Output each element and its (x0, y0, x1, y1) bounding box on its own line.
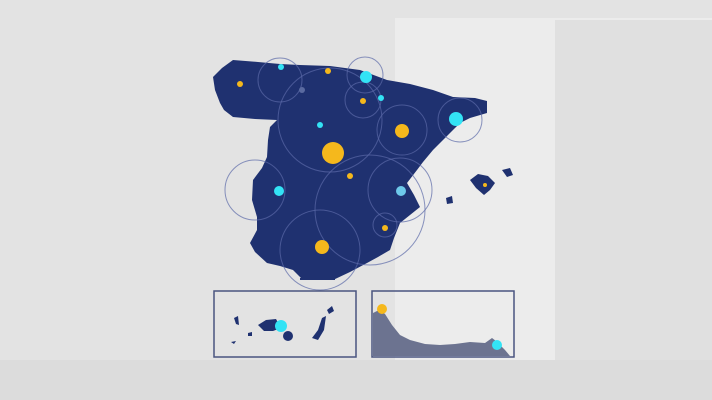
coast-stripe (305, 268, 325, 270)
city-marker (325, 68, 331, 74)
island-shape (283, 331, 293, 341)
island-shape (234, 316, 239, 325)
city-marker (237, 81, 243, 87)
city-marker (483, 183, 487, 187)
ceuta-melilla-inset (371, 290, 515, 358)
city-marker (449, 112, 463, 126)
island-shape (258, 319, 281, 331)
city-marker (317, 122, 323, 128)
range-ring (437, 97, 483, 143)
canary-islands-inset (213, 290, 357, 358)
range-ring (224, 159, 286, 221)
city-marker (378, 95, 384, 101)
city-marker (315, 240, 329, 254)
ibiza-shape (446, 196, 453, 204)
range-ring (367, 157, 433, 223)
island-shape (312, 316, 326, 340)
city-marker (278, 64, 284, 70)
city-marker (360, 71, 372, 83)
city-marker (360, 98, 366, 104)
city-marker (347, 173, 353, 179)
city-marker (377, 304, 387, 314)
range-ring (376, 104, 428, 156)
background-panel (555, 20, 712, 380)
city-marker (395, 124, 409, 138)
city-marker (299, 87, 305, 93)
mainland-shape (213, 60, 487, 280)
city-marker (275, 320, 287, 332)
city-marker (492, 340, 502, 350)
menorca-shape (502, 168, 513, 177)
city-marker (274, 186, 284, 196)
coastline-shape (373, 310, 510, 356)
island-shape (248, 332, 252, 336)
coast-stripe (303, 273, 330, 275)
city-marker (322, 142, 344, 164)
island-shape (327, 306, 334, 314)
range-ring (257, 57, 303, 103)
mallorca-shape (470, 174, 495, 195)
range-ring (279, 209, 361, 291)
background-panel (0, 360, 712, 400)
range-ring (372, 212, 398, 238)
island-shape (231, 341, 236, 344)
city-marker (382, 225, 388, 231)
range-ring (346, 56, 384, 94)
coast-stripe (300, 278, 335, 280)
city-marker (396, 186, 406, 196)
